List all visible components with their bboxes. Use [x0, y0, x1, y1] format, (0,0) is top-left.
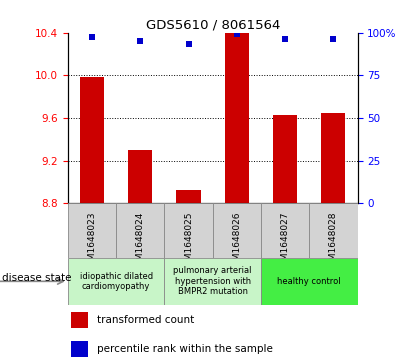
Bar	[176, 191, 201, 203]
Text: GSM1648027: GSM1648027	[281, 211, 290, 272]
Bar	[71, 341, 88, 357]
Bar	[68, 203, 116, 258]
Title: GDS5610 / 8061564: GDS5610 / 8061564	[145, 19, 280, 32]
Bar	[68, 258, 164, 305]
Point	[185, 41, 192, 47]
Point	[89, 34, 95, 40]
Text: transformed count: transformed count	[97, 315, 194, 325]
Text: idiopathic dilated
cardiomyopathy: idiopathic dilated cardiomyopathy	[80, 272, 152, 291]
Bar	[261, 258, 358, 305]
Point	[137, 38, 143, 44]
Bar	[164, 203, 213, 258]
Bar	[321, 113, 346, 203]
Point	[233, 30, 240, 36]
Bar	[261, 203, 309, 258]
Text: disease state: disease state	[2, 273, 72, 283]
Text: GSM1648025: GSM1648025	[184, 211, 193, 272]
Bar	[225, 33, 249, 203]
Text: pulmonary arterial
hypertension with
BMPR2 mutation: pulmonary arterial hypertension with BMP…	[173, 266, 252, 296]
Text: GSM1648028: GSM1648028	[329, 211, 338, 272]
Text: healthy control: healthy control	[277, 277, 341, 286]
Bar	[116, 203, 164, 258]
Text: percentile rank within the sample: percentile rank within the sample	[97, 344, 272, 354]
Text: GSM1648024: GSM1648024	[136, 211, 145, 272]
Bar	[128, 150, 152, 203]
Text: GSM1648023: GSM1648023	[88, 211, 97, 272]
Bar	[309, 203, 358, 258]
Bar	[80, 77, 104, 203]
Bar	[273, 115, 297, 203]
Point	[282, 36, 289, 41]
Point	[330, 36, 337, 41]
Text: GSM1648026: GSM1648026	[232, 211, 241, 272]
Bar	[71, 312, 88, 328]
Bar	[164, 258, 261, 305]
Bar	[213, 203, 261, 258]
